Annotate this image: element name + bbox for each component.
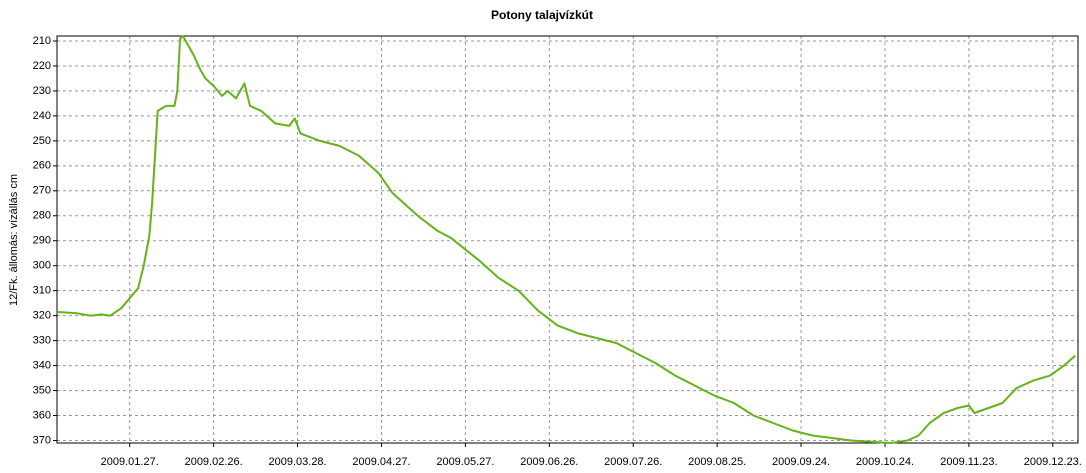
- x-tick-label: 2009.05.27.: [436, 456, 494, 468]
- y-tick-label: 290: [33, 235, 51, 247]
- y-tick-label: 230: [33, 85, 51, 97]
- x-tick-label: 2009.02.26.: [185, 456, 243, 468]
- y-tick-label: 350: [33, 384, 51, 396]
- x-tick-label: 2009.12.23.: [1024, 456, 1082, 468]
- y-tick-label: 260: [33, 160, 51, 172]
- y-tick-label: 310: [33, 285, 51, 297]
- x-tick-label: 2009.09.24.: [772, 456, 830, 468]
- y-tick-label: 340: [33, 360, 51, 372]
- y-tick-label: 320: [33, 310, 51, 322]
- x-tick-label: 2009.08.25.: [688, 456, 746, 468]
- chart-title: Potony talajvízkút: [491, 8, 593, 22]
- y-tick-label: 220: [33, 60, 51, 72]
- y-tick-label: 370: [33, 434, 51, 446]
- y-tick-label: 330: [33, 335, 51, 347]
- y-tick-label: 270: [33, 185, 51, 197]
- plot-frame: [56, 35, 1079, 444]
- x-tick-label: 2009.04.27.: [352, 456, 410, 468]
- y-tick-label: 300: [33, 260, 51, 272]
- y-axis-label: 12/Fk. állomás: vízállás cm: [8, 174, 20, 306]
- y-tick-label: 250: [33, 135, 51, 147]
- y-tick-label: 280: [33, 210, 51, 222]
- y-tick-label: 360: [33, 409, 51, 421]
- x-tick-label: 2009.06.26.: [520, 456, 578, 468]
- x-tick-label: 2009.11.23.: [940, 456, 997, 468]
- x-tick-label: 2009.01.27.: [101, 456, 159, 468]
- y-tick-label: 210: [33, 35, 51, 47]
- x-tick-label: 2009.07.26.: [604, 456, 662, 468]
- x-tick-label: 2009.03.28.: [269, 456, 327, 468]
- y-tick-label: 240: [33, 110, 51, 122]
- x-tick-label: 2009.10.24.: [856, 456, 914, 468]
- data-line: [56, 35, 1076, 444]
